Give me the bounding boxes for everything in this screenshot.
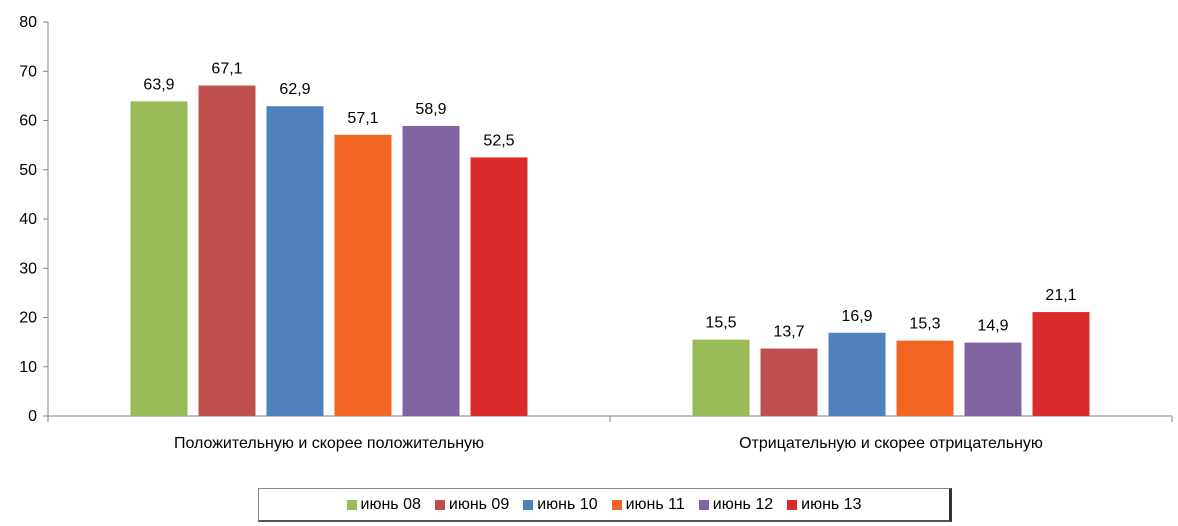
legend-swatch (698, 499, 709, 510)
legend-swatch (346, 499, 357, 510)
legend-item: июнь 08 (346, 495, 421, 514)
bar (964, 342, 1022, 416)
legend: июнь 08 июнь 09 июнь 10 июнь 11 июнь 12 июнь … (258, 488, 952, 522)
legend-item: июнь 09 (434, 495, 510, 514)
legend-swatch (787, 499, 798, 510)
data-label: 15,5 (705, 315, 736, 332)
bar (334, 134, 392, 416)
y-axis: 0 10 20 30 40 50 60 70 80 (19, 14, 49, 425)
bar (828, 332, 886, 416)
legend-label: июнь 08 (360, 495, 421, 513)
bar (692, 339, 750, 416)
y-tick-label: 50 (19, 162, 37, 179)
data-label: 63,9 (143, 76, 174, 93)
bar (896, 340, 954, 416)
y-tick-label: 0 (28, 408, 37, 425)
data-label: 52,5 (483, 132, 514, 149)
x-category-label: Положительную и скорее положительную (174, 435, 484, 452)
legend-label: июнь 12 (712, 495, 774, 513)
legend-item: июнь 12 (698, 495, 774, 514)
data-label: 58,9 (415, 101, 446, 118)
bar (266, 106, 324, 416)
data-label: 57,1 (347, 110, 378, 127)
data-label: 67,1 (211, 61, 242, 78)
bar (470, 157, 528, 416)
bar (402, 125, 460, 416)
data-label: 15,3 (909, 316, 940, 333)
data-label: 21,1 (1045, 287, 1076, 304)
legend-swatch (434, 499, 445, 510)
x-category-label: Отрицательную и скорее отрицательную (739, 435, 1043, 452)
legend-item: июнь 10 (523, 495, 598, 514)
x-axis: Положительную и скорее положительную Отри… (47, 415, 1173, 452)
legend-label: июнь 09 (448, 495, 510, 513)
bar (760, 348, 818, 416)
legend-label: июнь 11 (625, 495, 685, 513)
bar (130, 101, 188, 416)
bars (130, 85, 1090, 416)
y-tick-label: 40 (19, 211, 37, 228)
y-tick-label: 30 (19, 260, 37, 277)
y-tick-label: 10 (19, 359, 37, 376)
legend-swatch (523, 499, 534, 510)
data-label: 14,9 (977, 318, 1008, 335)
data-labels: 63,9 67,1 62,9 57,1 58,9 52,5 15,5 13,7 16,9 15,3… (143, 61, 1076, 341)
legend-label: июнь 10 (537, 495, 598, 513)
legend-item: июнь 13 (787, 496, 861, 514)
y-tick-label: 80 (19, 14, 37, 31)
data-label: 62,9 (279, 81, 310, 98)
bar (198, 85, 256, 416)
data-label: 13,7 (773, 324, 804, 341)
bar (1032, 312, 1090, 416)
y-tick-label: 20 (19, 310, 37, 327)
y-tick-label: 70 (19, 63, 37, 80)
legend-swatch (611, 499, 622, 510)
legend-item: июнь 11 (611, 495, 685, 514)
bar-chart: 0 10 20 30 40 50 60 70 80 Положительную и скорее… (19, 14, 1173, 452)
legend-label: июнь 13 (801, 495, 862, 513)
y-tick-label: 60 (19, 113, 37, 130)
data-label: 16,9 (841, 308, 872, 325)
